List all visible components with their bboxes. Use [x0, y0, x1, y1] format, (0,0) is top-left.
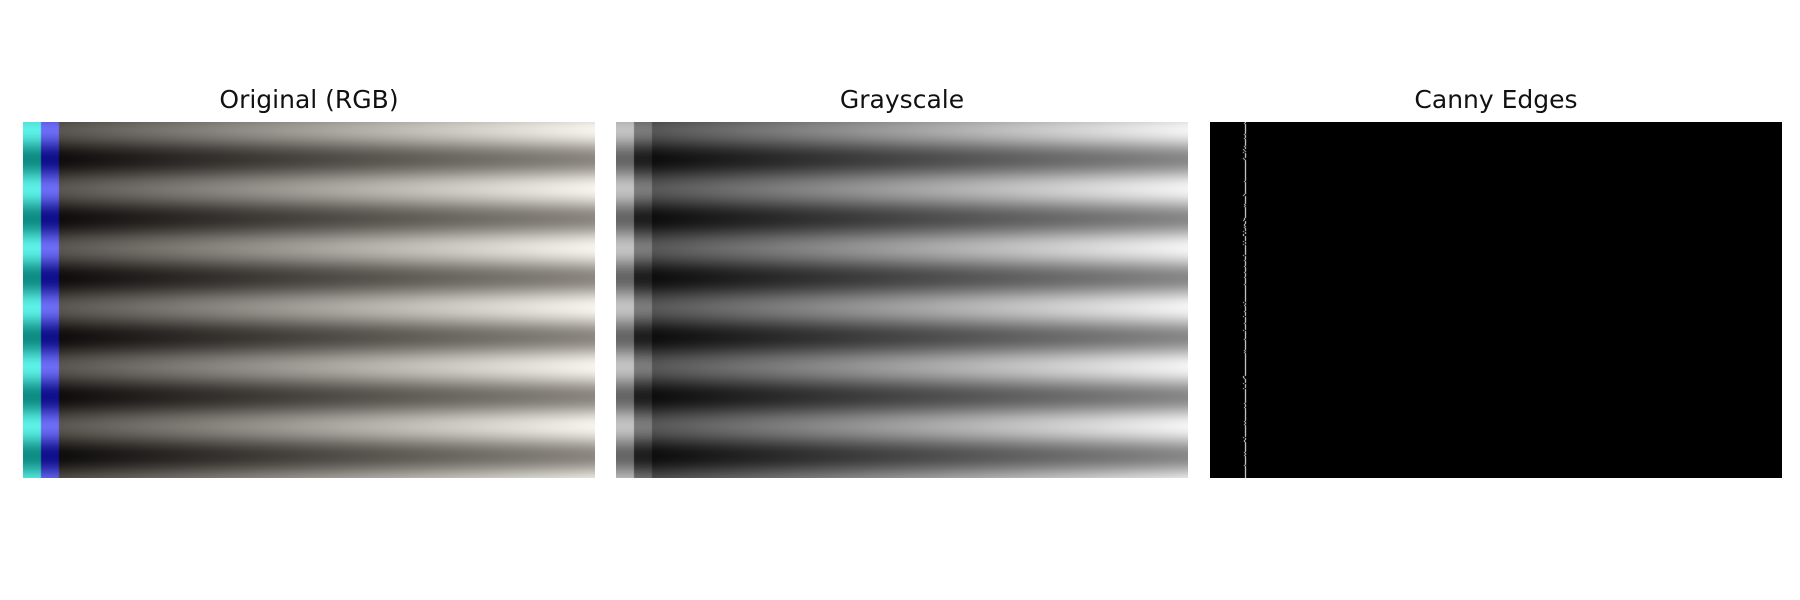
edges-image [1210, 122, 1782, 478]
grayscale-image-canvas [616, 122, 1188, 478]
panel-original: Original (RGB) [23, 0, 595, 600]
original-image [23, 122, 595, 478]
panel-edges: Canny Edges [1210, 0, 1782, 600]
panel-title-edges: Canny Edges [1414, 85, 1578, 114]
grayscale-image [616, 122, 1188, 478]
panel-title-grayscale: Grayscale [839, 85, 965, 114]
panel-grayscale: Grayscale [616, 0, 1188, 600]
edges-image-canvas [1210, 122, 1782, 478]
original-image-canvas [23, 122, 595, 478]
panel-title-original: Original (RGB) [219, 85, 399, 114]
